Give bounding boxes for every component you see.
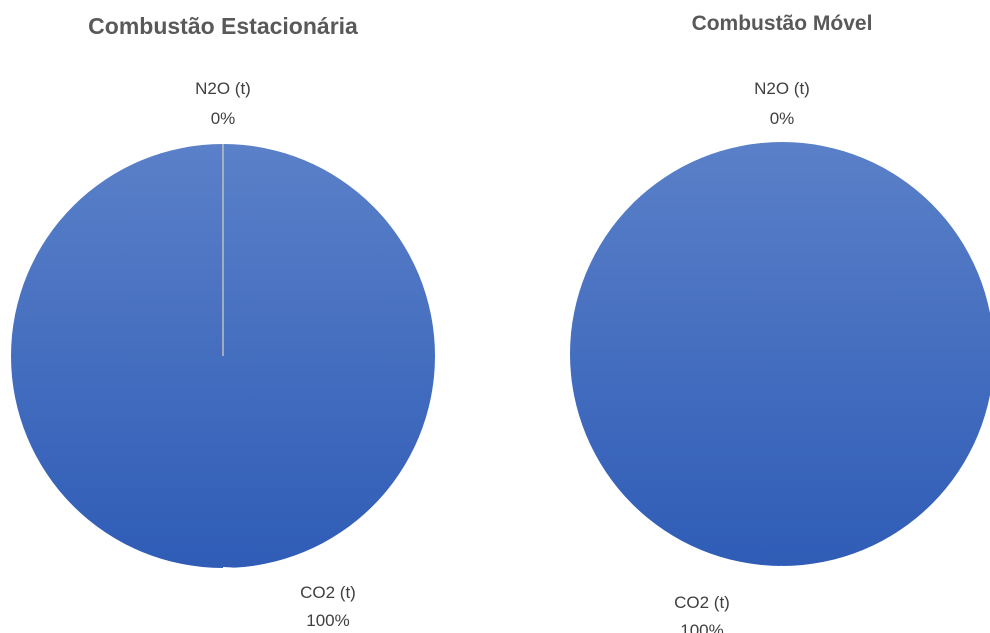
chart-1: Combustão Estacionária N2O (t) 0% CO2 (t… [11, 13, 435, 630]
chart-2-label-n2o-value: 0% [770, 109, 795, 128]
chart-1-label-n2o-value: 0% [211, 109, 236, 128]
chart-1-label-co2-name: CO2 (t) [300, 583, 356, 602]
chart-1-title: Combustão Estacionária [88, 13, 358, 39]
chart-2-title: Combustão Móvel [692, 12, 873, 35]
chart-2-label-co2-value: 100% [680, 621, 723, 633]
chart-2-slice-co2[interactable] [570, 142, 990, 566]
chart-1-label-n2o-name: N2O (t) [195, 79, 251, 98]
chart-1-label-co2-value: 100% [306, 611, 349, 630]
chart-1-leader-co2 [222, 567, 254, 574]
chart-2-leader-co2 [771, 565, 783, 579]
chart-2: Combustão Móvel N2O (t) 0% CO2 (t) 100% [570, 12, 990, 633]
chart-2-label-co2-name: CO2 (t) [674, 593, 730, 612]
chart-2-label-n2o-name: N2O (t) [754, 79, 810, 98]
